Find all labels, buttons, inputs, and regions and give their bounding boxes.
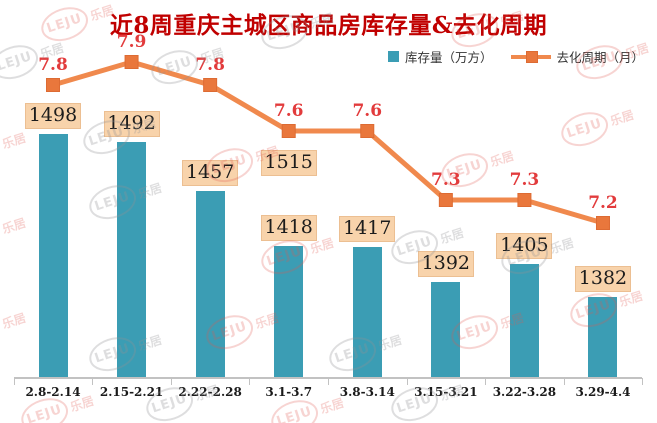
line-value-label: 7.3 <box>509 170 540 190</box>
x-axis-tick <box>563 378 565 385</box>
line-value-label: 7.3 <box>431 170 461 190</box>
line-value-label: 7.6 <box>273 101 304 121</box>
extra-value-label: 1515 <box>260 150 317 176</box>
bar <box>117 141 147 378</box>
x-axis-tick <box>170 378 172 385</box>
x-axis-label: 3.8-3.14 <box>339 385 395 399</box>
bar <box>352 247 382 378</box>
x-axis-tick <box>327 378 329 385</box>
x-axis-tick <box>406 378 408 385</box>
x-axis-label: 3.29-4.4 <box>575 385 631 399</box>
bar <box>38 133 68 378</box>
bar <box>588 296 618 378</box>
chart-title: 近8周重庆主城区商品房库存量&去化周期 <box>109 12 548 39</box>
bar-value-label: 1457 <box>182 160 239 187</box>
x-axis-label: 2.22-2.28 <box>178 385 242 399</box>
line-marker <box>124 55 139 69</box>
line-marker <box>281 124 296 138</box>
legend-bar-swatch-icon <box>388 51 399 62</box>
bar-value-label: 1498 <box>25 102 81 129</box>
x-axis-label: 2.15-2.21 <box>99 385 164 399</box>
line-value-label: 7.8 <box>38 55 68 75</box>
x-axis-label: 3.15-3.21 <box>414 385 478 399</box>
line-marker <box>46 78 60 92</box>
bar-value-label: 1492 <box>103 110 160 137</box>
bar <box>431 282 461 378</box>
x-axis-line <box>13 377 643 379</box>
bar-value-label: 1405 <box>496 233 553 260</box>
x-axis-tick <box>13 378 15 385</box>
bar-value-label: 1392 <box>417 251 474 278</box>
line-value-label: 7.8 <box>195 55 225 75</box>
bar-value-label: 1418 <box>260 214 317 241</box>
x-axis-tick <box>92 378 94 385</box>
x-axis-label: 2.8-2.14 <box>25 385 81 399</box>
x-axis-tick <box>249 378 251 385</box>
x-axis-label: 3.1-3.7 <box>265 385 313 399</box>
line-marker <box>595 216 610 230</box>
bar-value-label: 1417 <box>339 216 396 243</box>
x-axis-label: 3.22-3.28 <box>492 385 557 399</box>
line-marker <box>517 193 532 207</box>
bar <box>509 264 539 378</box>
line-marker <box>360 124 375 138</box>
bar-value-label: 1382 <box>574 265 631 292</box>
x-axis-tick <box>485 378 487 385</box>
line-value-label: 7.9 <box>116 32 147 52</box>
line-marker <box>203 78 218 92</box>
line-value-label: 7.6 <box>352 101 383 121</box>
line-marker <box>438 193 453 207</box>
x-axis-tick <box>642 378 644 385</box>
line-value-label: 7.2 <box>588 193 618 213</box>
bar <box>274 245 304 378</box>
bar <box>195 191 225 378</box>
